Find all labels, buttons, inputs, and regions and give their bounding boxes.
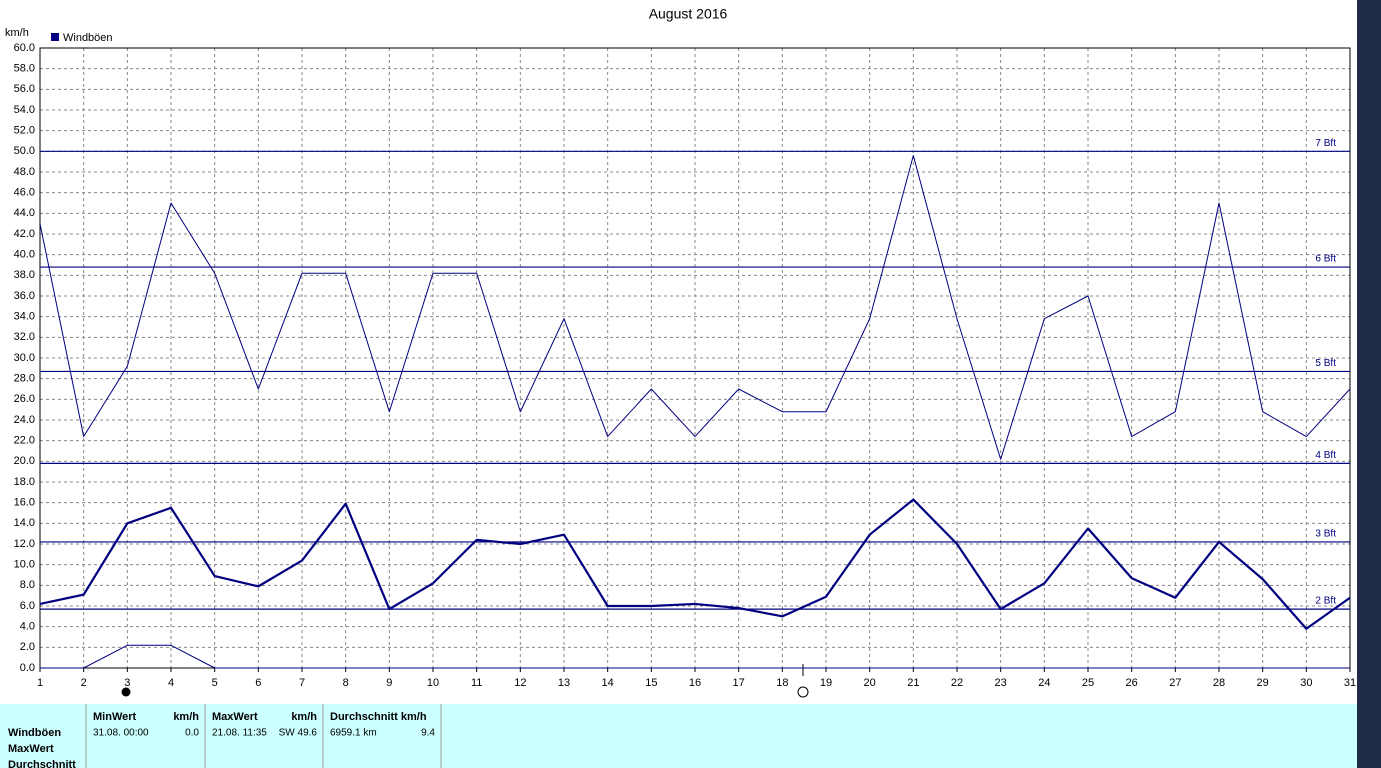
full-moon-icon (797, 686, 809, 698)
x-tick-label: 30 (1300, 677, 1312, 689)
x-tick-label: 4 (168, 677, 174, 689)
legend-label: Windböen (63, 32, 113, 44)
y-tick-label: 58.0 (14, 63, 35, 75)
column-header: MaxWert (212, 711, 258, 723)
y-tick-label: 46.0 (14, 187, 35, 199)
y-tick-label: 42.0 (14, 228, 35, 240)
y-tick-label: 22.0 (14, 435, 35, 447)
cell-time: 31.08. 00:00 (93, 728, 149, 739)
x-tick-label: 1 (37, 677, 43, 689)
row-label: Durchschnitt (8, 759, 76, 768)
reference-label: 7 Bft (1315, 138, 1336, 149)
y-tick-label: 52.0 (14, 125, 35, 137)
reference-label: 3 Bft (1315, 529, 1336, 540)
x-tick-label: 12 (514, 677, 526, 689)
stats-panel (0, 704, 1357, 768)
series-line (39, 154, 1351, 460)
y-tick-label: 4.0 (20, 621, 35, 633)
x-tick-label: 24 (1038, 677, 1050, 689)
x-tick-label: 29 (1257, 677, 1269, 689)
x-tick-label: 10 (427, 677, 439, 689)
y-tick-label: 2.0 (20, 641, 35, 653)
x-tick-label: 25 (1082, 677, 1094, 689)
new-moon-icon (121, 687, 131, 697)
y-tick-label: 36.0 (14, 290, 35, 302)
x-tick-label: 11 (471, 677, 482, 689)
y-tick-label: 24.0 (14, 414, 35, 426)
y-tick-label: 38.0 (14, 269, 35, 281)
y-tick-label: 30.0 (14, 352, 35, 364)
x-tick-label: 21 (907, 677, 919, 689)
cell-time: 21.08. 11:35 (212, 728, 267, 739)
y-tick-label: 32.0 (14, 331, 35, 343)
y-tick-label: 60.0 (14, 42, 35, 54)
y-tick-label: 8.0 (20, 579, 35, 591)
y-tick-label: 28.0 (14, 373, 35, 385)
y-tick-label: 48.0 (14, 166, 35, 178)
y-axis-label: km/h (5, 27, 29, 39)
x-tick-label: 6 (255, 677, 261, 689)
x-tick-label: 23 (995, 677, 1007, 689)
x-tick-label: 18 (776, 677, 788, 689)
x-tick-label: 26 (1126, 677, 1138, 689)
x-tick-label: 15 (645, 677, 657, 689)
cell-time: 6959.1 km (330, 728, 377, 739)
x-tick-label: 9 (386, 677, 392, 689)
reference-label: 6 Bft (1315, 254, 1336, 265)
cell-value: SW 49.6 (279, 728, 318, 739)
y-tick-label: 20.0 (14, 455, 35, 467)
chart-title: August 2016 (649, 6, 728, 22)
y-tick-label: 10.0 (14, 559, 35, 571)
column-unit: km/h (173, 711, 199, 723)
y-tick-label: 12.0 (14, 538, 35, 550)
x-tick-label: 31 (1344, 677, 1356, 689)
series-line (40, 644, 1350, 669)
y-tick-label: 26.0 (14, 393, 35, 405)
x-tick-label: 3 (124, 677, 130, 689)
x-tick-label: 13 (558, 677, 570, 689)
x-tick-label: 2 (81, 677, 87, 689)
reference-label: 2 Bft (1315, 596, 1336, 607)
y-tick-label: 34.0 (14, 311, 35, 323)
x-tick-label: 8 (343, 677, 349, 689)
row-label: MaxWert (8, 743, 54, 755)
column-header: MinWert (93, 711, 137, 723)
reference-label: 4 Bft (1315, 450, 1336, 461)
y-tick-label: 6.0 (20, 600, 35, 612)
x-tick-label: 17 (733, 677, 745, 689)
y-tick-label: 54.0 (14, 104, 35, 116)
y-tick-label: 14.0 (14, 517, 35, 529)
y-tick-label: 0.0 (20, 662, 35, 674)
column-unit: km/h (291, 711, 317, 723)
column-header: Durchschnitt km/h (330, 711, 427, 723)
row-label: Windböen (8, 727, 61, 739)
x-tick-label: 14 (602, 677, 614, 689)
cell-value: 0.0 (185, 728, 199, 739)
x-tick-label: 20 (864, 677, 876, 689)
x-tick-label: 19 (820, 677, 832, 689)
series-line (39, 498, 1351, 630)
x-tick-label: 28 (1213, 677, 1225, 689)
y-tick-label: 44.0 (14, 207, 35, 219)
x-tick-label: 5 (212, 677, 218, 689)
y-tick-label: 50.0 (14, 145, 35, 157)
y-tick-label: 56.0 (14, 83, 35, 95)
x-tick-label: 22 (951, 677, 963, 689)
reference-label: 5 Bft (1315, 358, 1336, 369)
y-tick-label: 16.0 (14, 497, 35, 509)
x-tick-label: 27 (1169, 677, 1181, 689)
y-tick-label: 18.0 (14, 476, 35, 488)
y-tick-label: 40.0 (14, 249, 35, 261)
x-tick-label: 16 (689, 677, 701, 689)
x-tick-label: 7 (299, 677, 305, 689)
cell-value: 9.4 (421, 728, 435, 739)
window-edge (1357, 0, 1381, 768)
legend-swatch (51, 33, 59, 41)
